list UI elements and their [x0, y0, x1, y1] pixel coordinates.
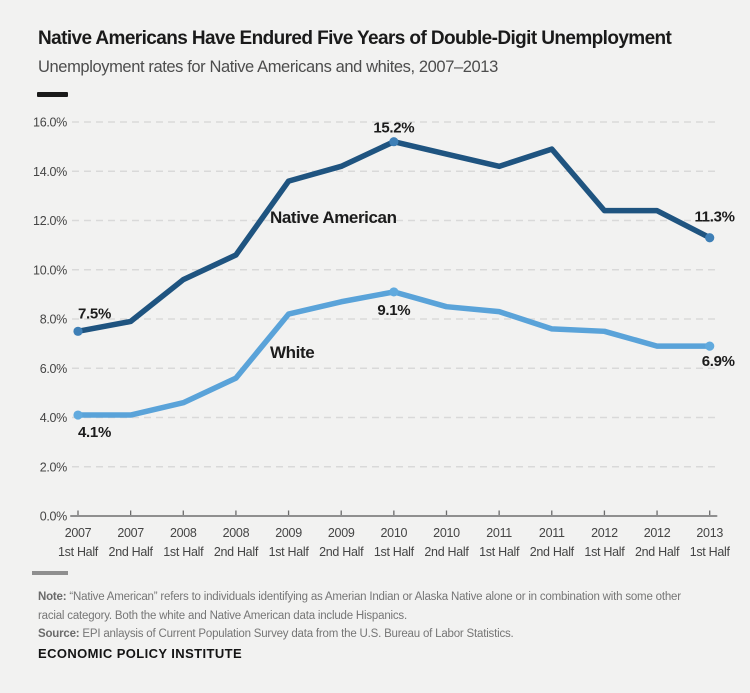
title-accent-dash — [37, 92, 68, 97]
y-axis-label: 6.0% — [40, 362, 67, 376]
point-value-label-native-american: 11.3% — [694, 209, 734, 226]
data-point-marker-white — [389, 287, 399, 297]
x-axis-label-year: 2012 — [644, 526, 671, 540]
note-text-2: racial category. Both the white and Nati… — [38, 609, 407, 622]
point-value-label-white: 6.9% — [702, 353, 735, 370]
x-axis-label-year: 2011 — [539, 526, 565, 540]
x-axis-label-half: 1st Half — [584, 545, 625, 559]
y-axis-label: 4.0% — [40, 411, 67, 425]
x-axis-label-year: 2010 — [381, 526, 408, 540]
x-axis-label-half: 2nd Half — [214, 545, 259, 559]
y-axis-label: 8.0% — [40, 313, 67, 327]
y-axis-label: 14.0% — [33, 165, 67, 179]
series-inline-label-native-american: Native American — [270, 208, 397, 227]
source-line: Source: EPI anlaysis of Current Populati… — [38, 625, 728, 644]
data-point-marker-native-american — [705, 233, 715, 243]
y-axis-label: 10.0% — [33, 263, 67, 277]
data-point-marker-native-american — [73, 326, 83, 336]
source-label: Source: — [38, 628, 80, 640]
x-axis-label-half: 1st Half — [163, 545, 204, 559]
x-axis-label-year: 2011 — [486, 526, 512, 540]
x-axis-label-half: 1st Half — [479, 545, 520, 559]
point-value-label-native-american: 15.2% — [373, 120, 414, 137]
x-axis-label-year: 2007 — [65, 526, 92, 540]
note-line-2: racial category. Both the white and Nati… — [38, 607, 728, 626]
y-axis-label: 2.0% — [40, 460, 67, 474]
note-text-1: “Native American” refers to individuals … — [69, 591, 681, 603]
x-axis-label-year: 2009 — [328, 526, 355, 540]
note-label: Note: — [38, 591, 67, 603]
page-title: Native Americans Have Endured Five Years… — [38, 28, 672, 49]
x-axis-label-year: 2010 — [433, 526, 460, 540]
unemployment-line-chart: 16.0% 14.0% 12.0% 10.0% 8.0% 6.0% 4.0% 2.0% 0.0%… — [33, 116, 735, 560]
y-axis-label: 12.0% — [33, 214, 67, 228]
data-point-marker-white — [73, 410, 83, 420]
epi-logo-text: ECONOMIC POLICY INSTITUTE — [38, 646, 243, 661]
data-point-marker-native-american — [389, 137, 399, 147]
chart-notes: Note: “Native American” refers to indivi… — [38, 588, 728, 644]
x-axis-label-year: 2007 — [117, 526, 144, 540]
x-axis-label-year: 2012 — [591, 526, 618, 540]
x-axis-label-year: 2009 — [275, 526, 302, 540]
x-axis-label-year: 2013 — [696, 526, 723, 540]
x-axis-label-half: 1st Half — [690, 545, 731, 559]
note-line-1: Note: “Native American” refers to indivi… — [38, 588, 728, 607]
x-axis-label-half: 2nd Half — [424, 545, 469, 559]
x-axis-label-half: 1st Half — [58, 545, 99, 559]
data-point-marker-white — [705, 341, 715, 351]
x-axis-label-half: 2nd Half — [635, 545, 680, 559]
x-axis-label-half: 1st Half — [269, 545, 310, 559]
source-text: EPI anlaysis of Current Population Surve… — [82, 628, 514, 640]
x-axis-label-year: 2008 — [170, 526, 197, 540]
y-axis-label: 0.0% — [40, 510, 67, 524]
x-axis-label-year: 2008 — [223, 526, 250, 540]
chart-subtitle: Unemployment rates for Native Americans … — [38, 58, 498, 76]
y-axis-label: 16.0% — [33, 116, 67, 130]
point-value-label-white: 4.1% — [78, 424, 111, 441]
x-axis-label-half: 2nd Half — [109, 545, 154, 559]
footer-divider-dash — [32, 571, 68, 575]
x-axis-label-half: 2nd Half — [319, 545, 364, 559]
series-inline-label-white: White — [270, 343, 314, 362]
x-axis-label-half: 1st Half — [374, 545, 415, 559]
x-axis-label-half: 2nd Half — [530, 545, 575, 559]
point-value-label-native-american: 7.5% — [78, 305, 111, 322]
point-value-label-white: 9.1% — [377, 302, 410, 319]
